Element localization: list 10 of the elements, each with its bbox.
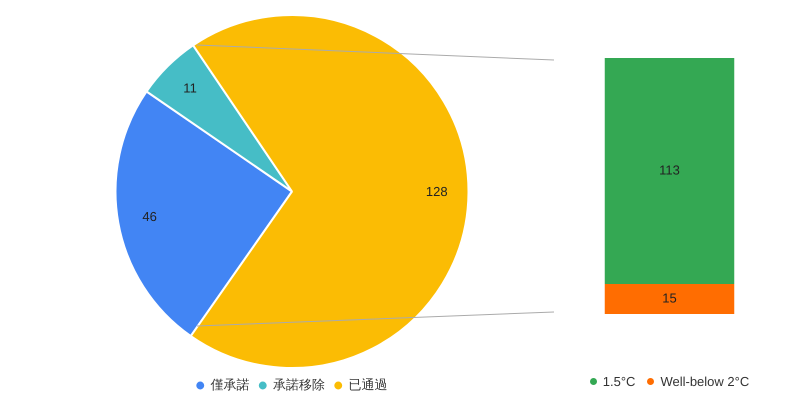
legend-label: 僅承諾 <box>209 377 250 392</box>
data-label: 46 <box>142 208 157 224</box>
data-label: 15 <box>662 290 677 306</box>
data-label: 113 <box>659 162 680 178</box>
data-label: 128 <box>426 184 448 200</box>
legend-label: 承諾移除 <box>272 377 325 392</box>
data-label: 11 <box>183 80 197 96</box>
legend-label: 1.5°C <box>602 374 636 389</box>
legend-label: Well-below 2°C <box>660 374 750 389</box>
legend-label: 已通過 <box>348 377 388 392</box>
